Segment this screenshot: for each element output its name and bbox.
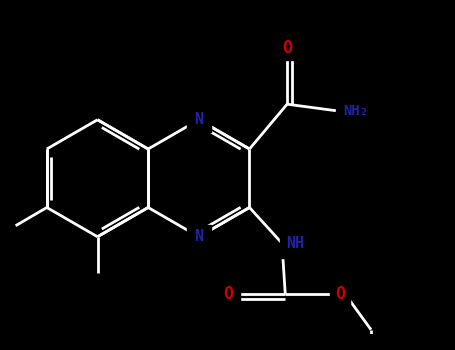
Text: O: O (224, 285, 234, 303)
Point (291, 240, 298, 246)
Text: N: N (194, 229, 203, 244)
Text: N: N (194, 112, 203, 127)
Point (225, 291, 233, 297)
Text: NH₂: NH₂ (343, 104, 368, 118)
Point (195, 234, 202, 239)
Point (195, 117, 202, 122)
Point (283, 45, 291, 50)
Point (352, 108, 359, 113)
Text: O: O (282, 38, 292, 57)
Point (336, 291, 344, 297)
Text: NH: NH (286, 236, 304, 251)
Text: O: O (335, 285, 345, 303)
